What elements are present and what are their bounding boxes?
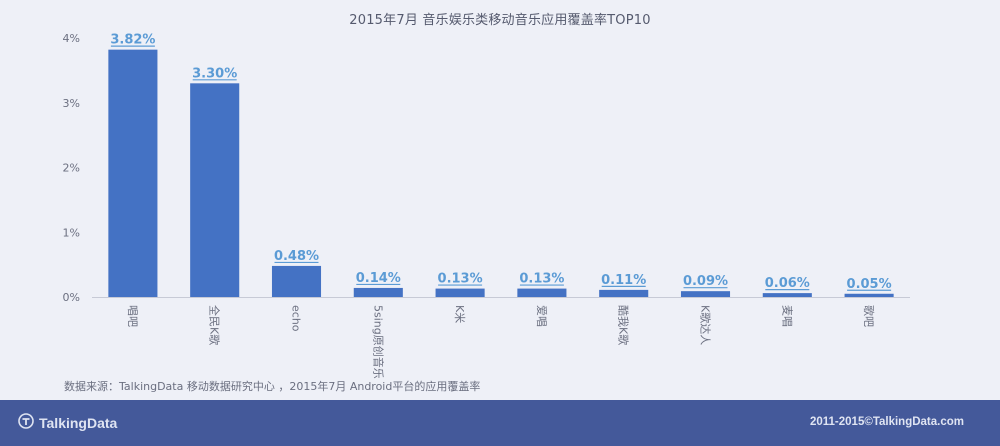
- data-label: 0.13%: [438, 272, 483, 287]
- y-tick-label: 4%: [63, 32, 80, 45]
- bar: [271, 265, 322, 297]
- chart-title: 2015年7月 音乐娱乐类移动音乐应用覆盖率TOP10: [349, 13, 651, 28]
- bar: [762, 293, 812, 297]
- copyright-text: 2011-2015©TalkingData.com: [809, 416, 964, 428]
- x-tick-label: echo: [290, 305, 303, 332]
- bar: [435, 288, 485, 297]
- y-tick-label: 3%: [63, 97, 80, 110]
- data-label: 0.48%: [274, 249, 319, 264]
- talkingdata-logo: TalkingData: [18, 412, 117, 434]
- data-label: 0.05%: [847, 277, 892, 292]
- bar: [599, 289, 649, 297]
- y-tick-label: 1%: [63, 226, 80, 239]
- data-label: 0.09%: [683, 274, 728, 289]
- y-tick-label: 2%: [63, 162, 80, 175]
- x-tick-label: K歌达人: [699, 305, 713, 345]
- data-label: 0.06%: [765, 276, 810, 291]
- logo-text: TalkingData: [39, 415, 118, 431]
- x-tick-label: 麦唱: [780, 305, 793, 327]
- x-tick-label: 5sing原创音乐: [371, 305, 385, 379]
- bar: [844, 293, 894, 297]
- bar: [353, 287, 403, 297]
- chart-area: 2015年7月 音乐娱乐类移动音乐应用覆盖率TOP10 0% 1% 2% 3% 4% 3.…: [63, 13, 910, 393]
- data-label: 3.82%: [110, 33, 155, 48]
- data-label: 0.14%: [356, 271, 401, 286]
- x-tick-label: 全民K歌: [208, 305, 222, 345]
- x-tick-label: 唱吧: [126, 305, 139, 327]
- data-label: 0.13%: [519, 272, 564, 287]
- x-tick-label: 爱唱: [535, 305, 548, 327]
- x-tick-label: K米: [453, 305, 466, 323]
- x-tick-label: 歌吧: [862, 305, 876, 327]
- bar-chart: 0% 1% 2% 3% 4% 3.82% 唱吧 3.30% 全民K歌 0.48% echo 0.14%…: [63, 32, 910, 379]
- bar: [108, 49, 158, 297]
- logo-icon: [18, 413, 34, 433]
- bar: [190, 83, 240, 297]
- data-label: 3.30%: [192, 66, 237, 81]
- x-tick-label: 酷我K歌: [617, 305, 631, 345]
- y-tick-label: 0%: [63, 291, 80, 304]
- bar: [517, 288, 567, 297]
- source-note: 数据来源：TalkingData 移动数据研究中心 ，2015年7月 Andro…: [64, 380, 481, 393]
- bar: [680, 291, 731, 297]
- data-label: 0.11%: [601, 273, 646, 288]
- footer-bar: TalkingData 2011-2015©TalkingData.com: [0, 400, 1000, 446]
